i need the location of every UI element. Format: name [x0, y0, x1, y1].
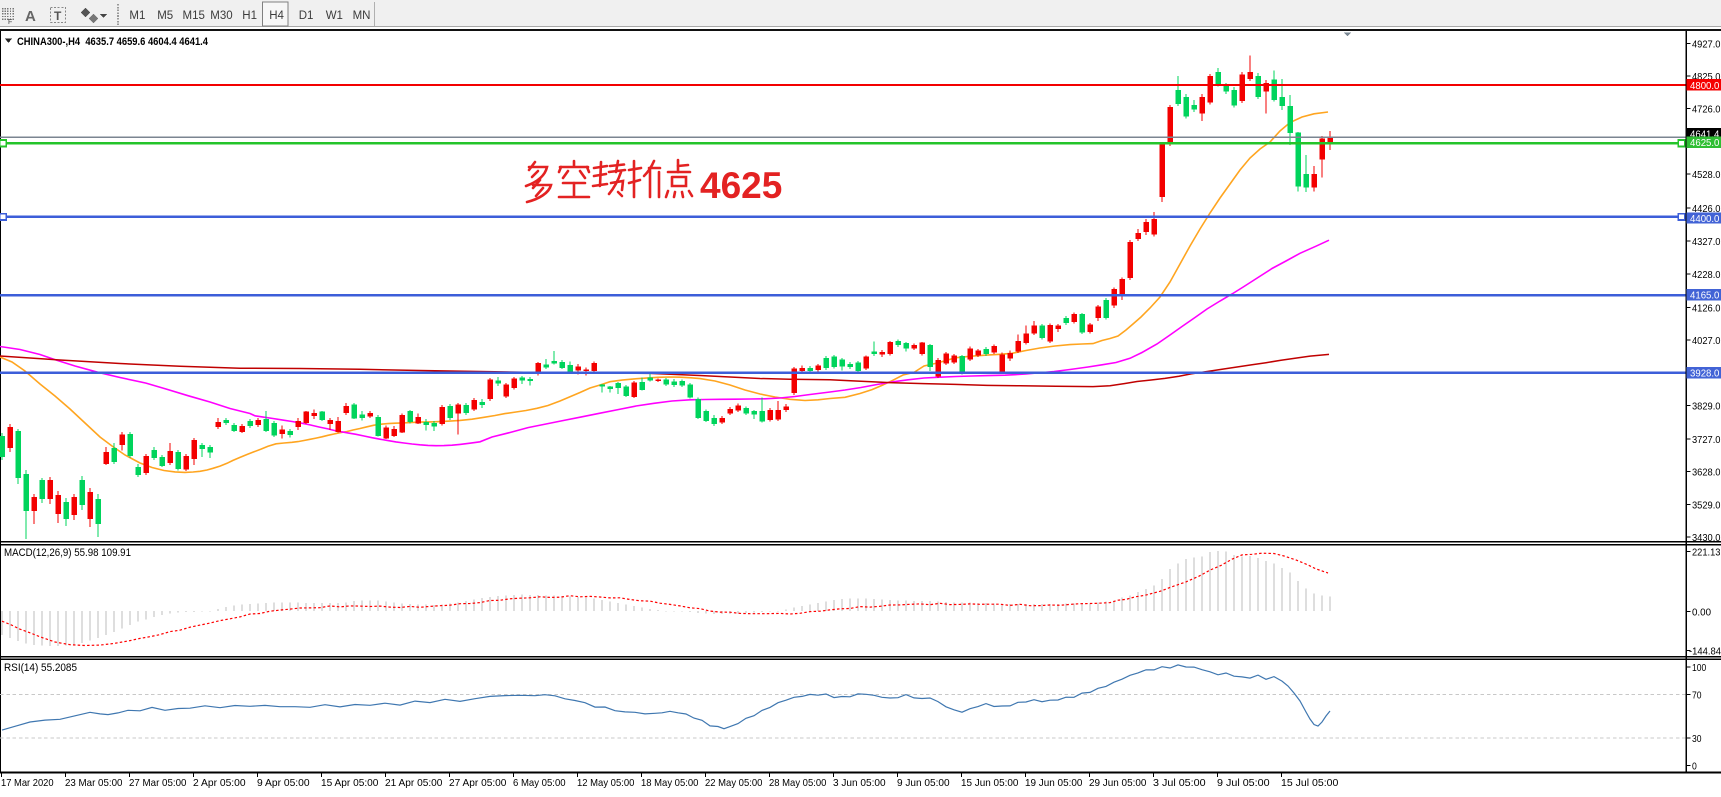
- svg-text:3 Jun 05:00: 3 Jun 05:00: [833, 777, 886, 789]
- svg-text:H4: H4: [269, 10, 284, 22]
- svg-text:3628.0: 3628.0: [1692, 467, 1721, 479]
- svg-text:29 Jun 05:00: 29 Jun 05:00: [1089, 777, 1147, 789]
- svg-text:3 Jul 05:00: 3 Jul 05:00: [1153, 777, 1206, 789]
- svg-text:CHINA300-,H4 4635.7 4659.6 46: CHINA300-,H4 4635.7 4659.6 4604.4 4641.4: [17, 36, 208, 48]
- svg-text:3529.0: 3529.0: [1692, 499, 1721, 511]
- svg-text:MACD(12,26,9) 55.98 109.91: MACD(12,26,9) 55.98 109.91: [4, 547, 131, 559]
- svg-text:28 May 05:00: 28 May 05:00: [769, 777, 827, 789]
- svg-text:4625: 4625: [700, 165, 782, 206]
- svg-text:100: 100: [1692, 662, 1706, 674]
- svg-text:17 Mar 2020: 17 Mar 2020: [1, 777, 54, 789]
- svg-text:-144.84: -144.84: [1689, 646, 1721, 658]
- svg-text:D1: D1: [299, 10, 314, 22]
- svg-text:4927.0: 4927.0: [1692, 38, 1721, 50]
- svg-text:M30: M30: [210, 10, 232, 22]
- svg-text:4400.0: 4400.0: [1690, 213, 1720, 225]
- svg-text:RSI(14) 55.2085: RSI(14) 55.2085: [4, 662, 77, 674]
- svg-text:3829.0: 3829.0: [1692, 400, 1721, 412]
- svg-text:4327.0: 4327.0: [1692, 236, 1721, 248]
- svg-text:3727.0: 3727.0: [1692, 434, 1721, 446]
- svg-text:4165.0: 4165.0: [1690, 290, 1720, 302]
- svg-text:M5: M5: [157, 10, 173, 22]
- svg-text:H1: H1: [242, 10, 257, 22]
- svg-text:4726.0: 4726.0: [1692, 104, 1721, 116]
- svg-text:F: F: [8, 19, 12, 26]
- svg-text:30: 30: [1692, 733, 1702, 745]
- svg-text:23 Mar 05:00: 23 Mar 05:00: [65, 777, 123, 789]
- svg-text:21 Apr 05:00: 21 Apr 05:00: [385, 777, 443, 789]
- svg-text:18 May 05:00: 18 May 05:00: [641, 777, 699, 789]
- svg-text:A: A: [25, 8, 36, 25]
- svg-text:6 May 05:00: 6 May 05:00: [513, 777, 566, 789]
- svg-text:4126.0: 4126.0: [1692, 302, 1721, 314]
- svg-text:9 Jun 05:00: 9 Jun 05:00: [897, 777, 950, 789]
- svg-text:4528.0: 4528.0: [1692, 169, 1721, 181]
- svg-text:9 Jul 05:00: 9 Jul 05:00: [1217, 777, 1270, 789]
- svg-text:15 Jun 05:00: 15 Jun 05:00: [961, 777, 1019, 789]
- svg-text:0.00: 0.00: [1692, 606, 1711, 618]
- svg-text:3928.0: 3928.0: [1690, 368, 1720, 380]
- svg-text:M15: M15: [183, 10, 205, 22]
- svg-text:2 Apr 05:00: 2 Apr 05:00: [193, 777, 246, 789]
- svg-text:15 Jul 05:00: 15 Jul 05:00: [1281, 777, 1339, 789]
- svg-text:15 Apr 05:00: 15 Apr 05:00: [321, 777, 379, 789]
- svg-text:4800.0: 4800.0: [1690, 80, 1720, 92]
- svg-text:221.13: 221.13: [1692, 547, 1721, 559]
- svg-text:T: T: [54, 9, 62, 23]
- svg-text:12 May 05:00: 12 May 05:00: [577, 777, 635, 789]
- svg-text:19 Jun 05:00: 19 Jun 05:00: [1025, 777, 1083, 789]
- svg-text:3430.0: 3430.0: [1692, 532, 1721, 544]
- svg-text:W1: W1: [326, 10, 343, 22]
- svg-text:M1: M1: [129, 10, 145, 22]
- svg-text:27 Mar 05:00: 27 Mar 05:00: [129, 777, 187, 789]
- svg-text:4625.0: 4625.0: [1690, 137, 1720, 149]
- svg-text:4228.0: 4228.0: [1692, 269, 1721, 281]
- svg-text:27 Apr 05:00: 27 Apr 05:00: [449, 777, 507, 789]
- svg-text:0: 0: [1692, 761, 1697, 773]
- svg-text:4027.0: 4027.0: [1692, 335, 1721, 347]
- svg-text:9 Apr 05:00: 9 Apr 05:00: [257, 777, 310, 789]
- svg-text:MN: MN: [353, 10, 371, 22]
- svg-text:70: 70: [1692, 689, 1702, 701]
- svg-text:22 May 05:00: 22 May 05:00: [705, 777, 763, 789]
